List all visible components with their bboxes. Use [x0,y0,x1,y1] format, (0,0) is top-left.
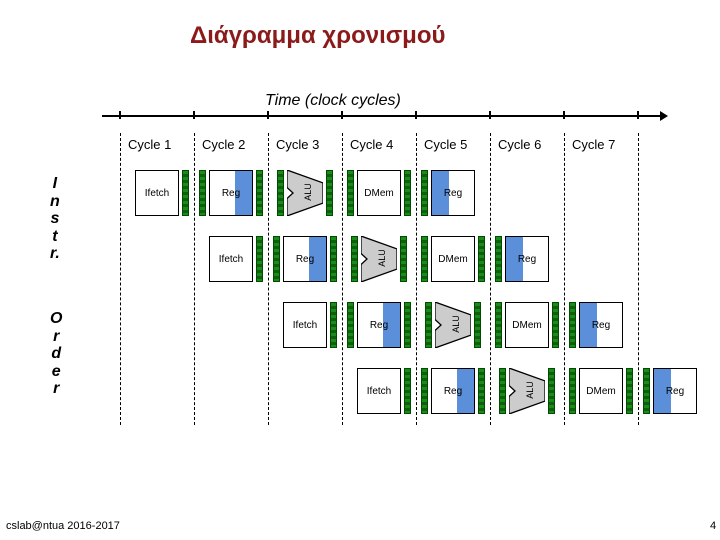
instruction-row: IfetchReg ALUDMemReg [100,170,670,216]
instruction-row: IfetchReg ALUDMemReg [100,236,670,282]
footer-text: cslab@ntua 2016-2017 [6,520,120,532]
order-label: Order [50,310,62,398]
cycle-label: Cycle 1 [128,137,171,152]
instr-label: Instr. [50,175,60,263]
page-number: 4 [710,520,716,532]
cycle-label: Cycle 5 [424,137,467,152]
cycle-label: Cycle 4 [350,137,393,152]
page-title: Διάγραμμα χρονισμού [190,22,445,50]
instruction-row: IfetchReg ALUDMemReg [100,368,670,414]
cycle-label: Cycle 7 [572,137,615,152]
cycle-label: Cycle 6 [498,137,541,152]
pipeline-diagram: Cycle 1 Cycle 2 Cycle 3 Cycle 4 Cycle 5 Cycle… [100,115,670,435]
instruction-row: IfetchReg ALUDMemReg [100,302,670,348]
cycle-label: Cycle 3 [276,137,319,152]
cycle-label: Cycle 2 [202,137,245,152]
time-axis-label: Time (clock cycles) [265,92,401,110]
